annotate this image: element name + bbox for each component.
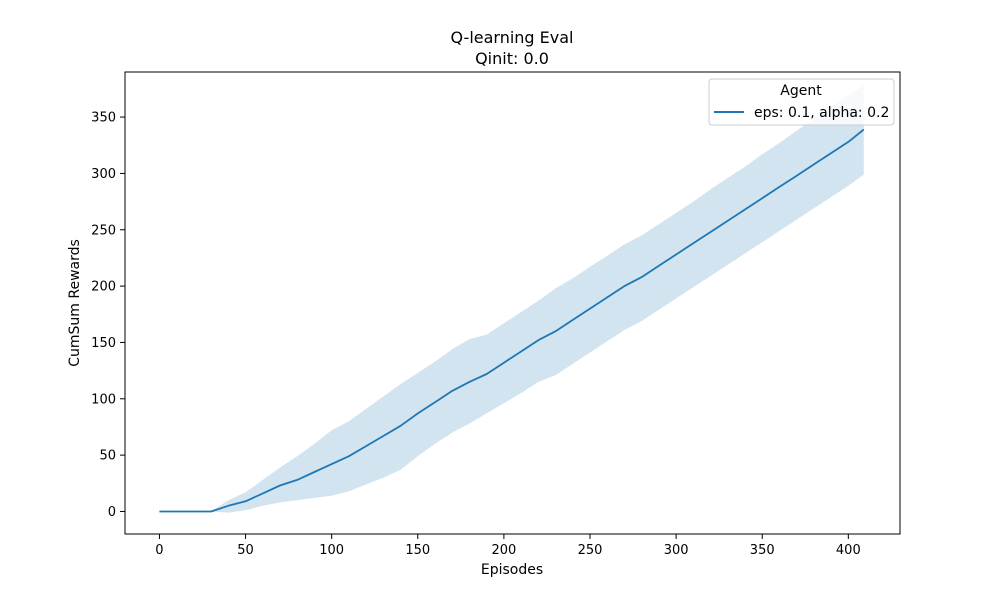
- x-tick-label: 300: [664, 543, 689, 558]
- y-tick-label: 100: [91, 392, 116, 407]
- series-line-0: [159, 128, 865, 513]
- x-tick-label: 200: [491, 543, 516, 558]
- x-tick-label: 50: [237, 543, 254, 558]
- x-tick-label: 400: [836, 543, 861, 558]
- y-tick-label: 200: [91, 280, 116, 295]
- y-tick-label: 250: [91, 223, 116, 238]
- confidence-bands: [159, 85, 864, 513]
- x-axis-label: Episodes: [481, 562, 543, 578]
- y-tick-label: 300: [91, 167, 116, 182]
- x-tick-label: 250: [578, 543, 603, 558]
- chart-subtitle: Qinit: 0.0: [475, 49, 549, 68]
- plot-frame: [124, 71, 901, 535]
- y-tick-label: 150: [91, 336, 116, 351]
- y-tick-label: 50: [99, 449, 116, 464]
- legend-title: Agent: [780, 83, 822, 99]
- legend: Agent eps: 0.1, alpha: 0.2: [708, 78, 895, 126]
- x-tick-label: 100: [319, 543, 344, 558]
- chart-title: Q-learning Eval: [451, 28, 574, 47]
- legend-box: [708, 78, 895, 126]
- x-tick-label: 0: [155, 543, 163, 558]
- x-tick-label: 150: [405, 543, 430, 558]
- confidence-band-0: [159, 85, 864, 513]
- y-axis: 0 50 100 150 200 250 300 350: [91, 111, 125, 520]
- x-axis: 0 50 100 150 200 250 300 350 400: [155, 534, 861, 558]
- series-lines: [159, 128, 865, 513]
- x-tick-label: 350: [750, 543, 775, 558]
- y-tick-label: 350: [91, 111, 116, 126]
- y-tick-label: 0: [108, 505, 116, 520]
- legend-entry-label: eps: 0.1, alpha: 0.2: [754, 105, 889, 121]
- y-axis-label: CumSum Rewards: [67, 239, 83, 367]
